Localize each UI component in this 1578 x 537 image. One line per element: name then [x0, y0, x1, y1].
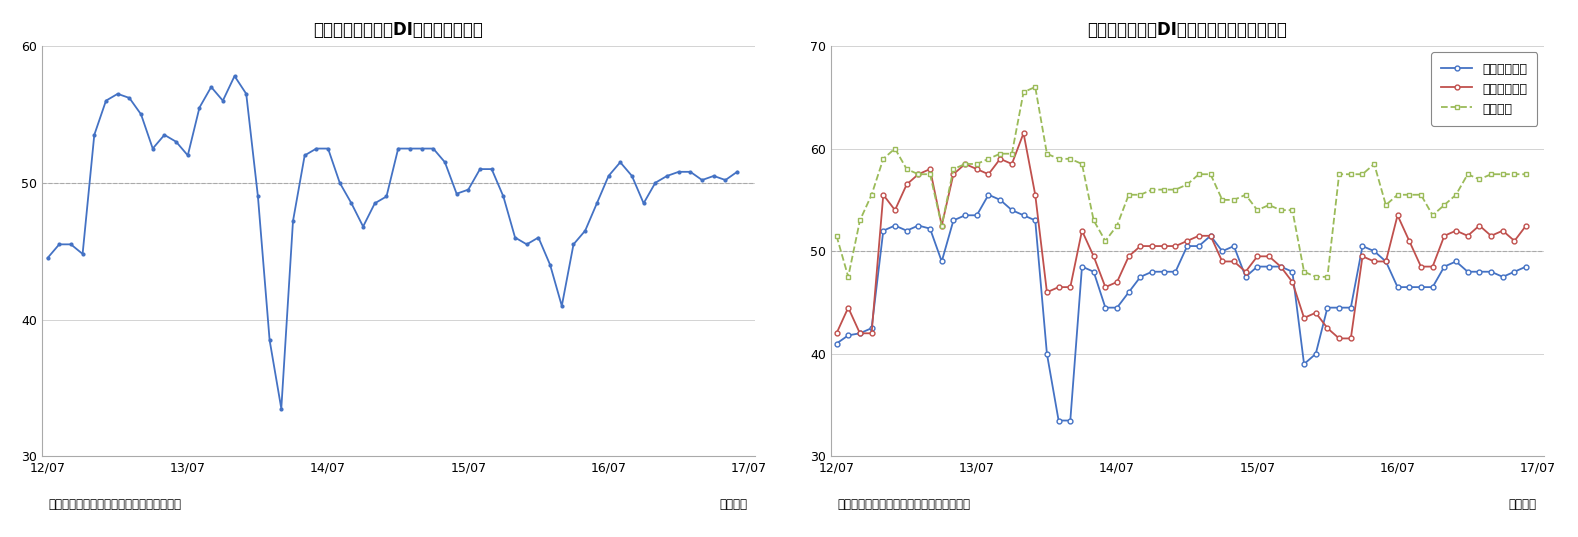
- 雇用関連: [1015, 89, 1034, 96]
- Title: 景気の現状判断DI（分野別、季節調整値）: 景気の現状判断DI（分野別、季節調整値）: [1087, 21, 1288, 39]
- 家計動向関連: [827, 340, 846, 347]
- Line: 家計動向関連: 家計動向関連: [835, 192, 1529, 423]
- Text: （資料）内閣府「景気ウォッチャー調査」: （資料）内閣府「景気ウォッチャー調査」: [838, 497, 970, 511]
- Legend: 家計動向関連, 企業動向関連, 雇用関連: 家計動向関連, 企業動向関連, 雇用関連: [1431, 52, 1537, 126]
- 家計動向関連: [1084, 268, 1103, 275]
- 雇用関連: [1283, 207, 1302, 213]
- Text: （資料）内閣府「景気ウォッチャー調査」: （資料）内閣府「景気ウォッチャー調査」: [49, 497, 181, 511]
- 企業動向関連: [1516, 222, 1535, 229]
- 家計動向関連: [1516, 263, 1535, 270]
- 雇用関連: [956, 161, 975, 167]
- 家計動向関連: [1073, 263, 1092, 270]
- 企業動向関連: [1002, 161, 1021, 167]
- 雇用関連: [827, 233, 846, 239]
- 企業動向関連: [1060, 284, 1079, 291]
- 雇用関連: [1026, 84, 1045, 90]
- 家計動向関連: [1037, 351, 1056, 357]
- 家計動向関連: [1283, 268, 1302, 275]
- 雇用関連: [839, 274, 858, 280]
- 企業動向関連: [944, 171, 963, 177]
- 家計動向関連: [978, 192, 997, 198]
- Text: （月次）: （月次）: [1509, 497, 1537, 511]
- 企業動向関連: [827, 330, 846, 337]
- Text: （月次）: （月次）: [720, 497, 748, 511]
- 企業動向関連: [1073, 228, 1092, 234]
- 雇用関連: [1049, 156, 1068, 162]
- 家計動向関連: [1015, 212, 1034, 219]
- 家計動向関連: [944, 217, 963, 223]
- 企業動向関連: [1272, 263, 1291, 270]
- 企業動向関連: [1330, 335, 1349, 342]
- 家計動向関連: [1049, 417, 1068, 424]
- 企業動向関連: [1015, 130, 1034, 136]
- 企業動向関連: [1037, 289, 1056, 295]
- Title: 景気の先行き判断DI（季節調整値）: 景気の先行き判断DI（季節調整値）: [314, 21, 483, 39]
- 雇用関連: [1073, 161, 1092, 167]
- 雇用関連: [1084, 217, 1103, 223]
- 雇用関連: [1516, 171, 1535, 177]
- Line: 企業動向関連: 企業動向関連: [835, 130, 1529, 341]
- Line: 雇用関連: 雇用関連: [835, 84, 1529, 279]
